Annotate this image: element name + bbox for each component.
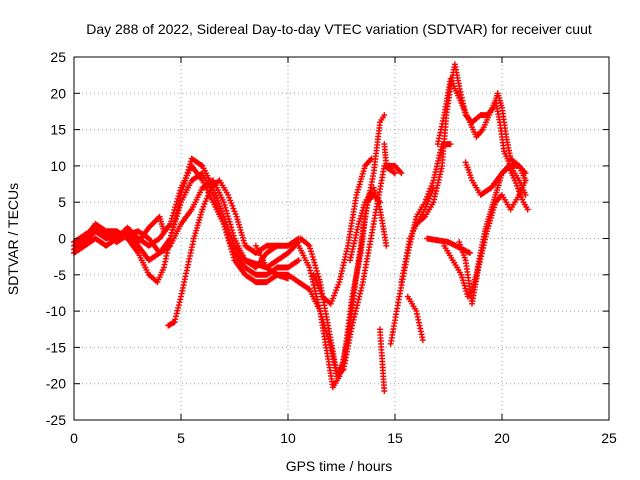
y-tick-label: 5 — [58, 194, 66, 210]
series-marks — [381, 141, 405, 177]
series-track-18 — [456, 177, 529, 307]
y-tick-label: 25 — [50, 49, 66, 65]
x-tick-labels: 0 5 10 15 20 25 — [70, 430, 617, 446]
series-marks — [404, 184, 437, 344]
series-track-5 — [135, 213, 167, 246]
y-tick-label: 15 — [50, 122, 66, 138]
y-tick-label: 0 — [58, 231, 66, 247]
y-axis-title: SDTVAR / TECUs — [5, 183, 21, 295]
series-track-14 — [398, 61, 529, 286]
series-track-12 — [381, 141, 405, 177]
x-tick-label: 20 — [494, 430, 510, 446]
series-marks — [462, 159, 529, 198]
series-track-6 — [165, 177, 281, 329]
series-marks — [347, 184, 390, 264]
x-tick-label: 15 — [387, 430, 403, 446]
y-tick-label: -10 — [46, 303, 66, 319]
x-axis-title: GPS time / hours — [286, 458, 393, 474]
series-marks — [297, 191, 383, 380]
series-track-19 — [462, 159, 529, 198]
series-marks — [310, 155, 375, 307]
series-track-11 — [347, 184, 390, 264]
series-marks — [377, 235, 473, 394]
series-track-9 — [297, 191, 383, 380]
series-track-10 — [310, 155, 375, 307]
x-tick-label: 0 — [70, 430, 78, 446]
y-tick-label: -15 — [46, 339, 66, 355]
axis-ticks — [73, 56, 610, 421]
y-tick-labels: -25 -20 -15 -10 -5 0 5 10 15 20 25 — [46, 49, 66, 428]
y-tick-label: 10 — [50, 158, 66, 174]
chart-title: Day 288 of 2022, Sidereal Day-to-day VTE… — [86, 21, 592, 37]
y-tick-label: -20 — [46, 376, 66, 392]
x-tick-label: 5 — [177, 430, 185, 446]
series-marks — [165, 177, 281, 329]
series-marks — [456, 177, 529, 307]
grid — [74, 57, 609, 420]
series-marks — [398, 61, 529, 286]
y-tick-label: 20 — [50, 85, 66, 101]
x-tick-label: 10 — [280, 430, 296, 446]
series-track-15 — [404, 184, 437, 344]
data-marks — [71, 61, 531, 394]
series-marks — [135, 213, 167, 246]
y-tick-label: -25 — [46, 412, 66, 428]
y-tick-label: -5 — [54, 267, 67, 283]
series-track-20 — [377, 235, 473, 394]
x-tick-label: 25 — [601, 430, 617, 446]
